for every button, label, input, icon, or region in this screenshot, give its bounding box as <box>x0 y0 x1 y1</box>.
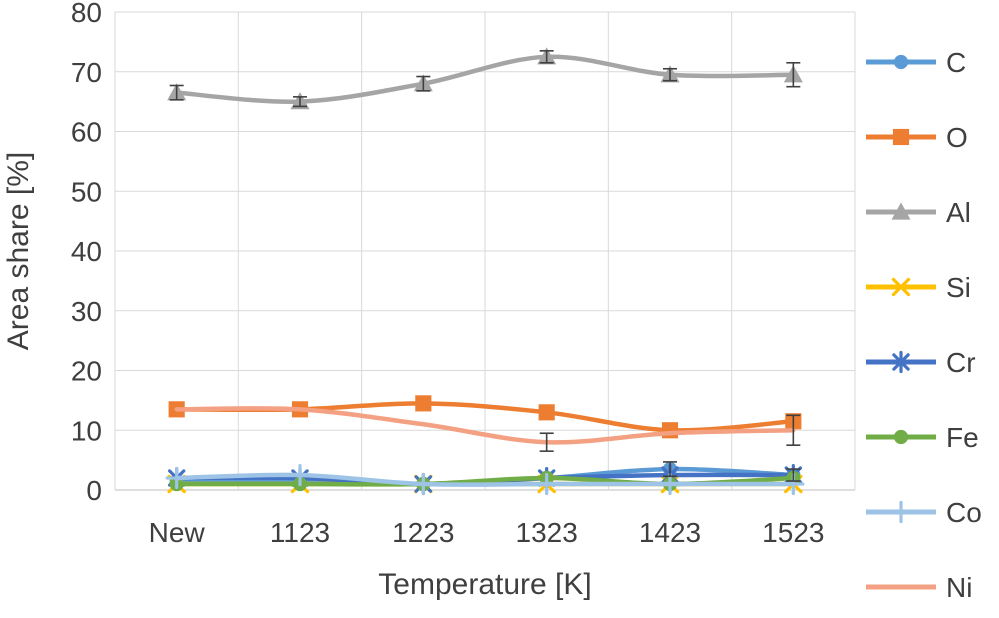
x-tick-label: 1523 <box>762 517 824 548</box>
y-tick-label: 40 <box>71 236 102 267</box>
marker-circle <box>893 54 909 70</box>
x-tick-label: 1223 <box>392 517 454 548</box>
legend-item-Cr: Cr <box>866 347 976 378</box>
legend-label: Ni <box>946 572 972 603</box>
series-line <box>174 472 796 487</box>
x-tick-label: 1423 <box>639 517 701 548</box>
marker-square <box>415 395 432 412</box>
legend-item-Ni: Ni <box>866 572 972 603</box>
marker-x <box>891 277 911 297</box>
series-Ni <box>174 405 796 445</box>
series-line <box>174 54 796 105</box>
x-tick-label: 1123 <box>270 517 330 548</box>
error-bars <box>169 50 801 482</box>
y-tick-label: 0 <box>86 475 102 506</box>
y-tick-label: 30 <box>71 296 102 327</box>
marker-square <box>892 128 910 146</box>
legend-label: O <box>946 122 968 153</box>
y-tick-label: 10 <box>71 415 102 446</box>
marker-circle <box>893 429 909 445</box>
gridlines <box>114 11 856 491</box>
legend-item-O: O <box>866 122 968 153</box>
legend-item-Al: Al <box>866 197 971 228</box>
y-tick-label: 80 <box>71 0 102 28</box>
legend-item-C: C <box>866 47 966 78</box>
legend-item-Fe: Fe <box>866 422 979 453</box>
series-line <box>174 405 796 445</box>
marker-triangle <box>891 202 911 220</box>
marker-square <box>538 404 555 421</box>
x-axis-title: Temperature [K] <box>378 568 591 601</box>
legend-label: Al <box>946 197 971 228</box>
legend-label: Cr <box>946 347 976 378</box>
legend-label: Fe <box>946 422 979 453</box>
y-tick-label: 60 <box>71 117 102 148</box>
series-Co <box>165 463 805 496</box>
y-tick-label: 50 <box>71 176 102 207</box>
legend-label: Si <box>946 272 971 303</box>
legend-item-Si: Si <box>866 272 971 303</box>
legend-label: Co <box>946 497 982 528</box>
legend-item-Co: Co <box>866 497 982 528</box>
y-tick-label: 70 <box>71 57 102 88</box>
y-tick-label: 20 <box>71 356 102 387</box>
x-tick-label: New <box>149 517 206 548</box>
x-tick-label: 1323 <box>516 517 578 548</box>
legend-label: C <box>946 47 966 78</box>
axis-tick-labels: 0 10 20 30 40 50 60 70 80 New 1123 1223 1323 1423 1523 <box>71 0 825 548</box>
marker-square <box>661 422 679 439</box>
legend: C O Al Si Cr Fe Co Ni <box>866 47 982 603</box>
y-axis-title: Area share [%] <box>2 152 35 350</box>
